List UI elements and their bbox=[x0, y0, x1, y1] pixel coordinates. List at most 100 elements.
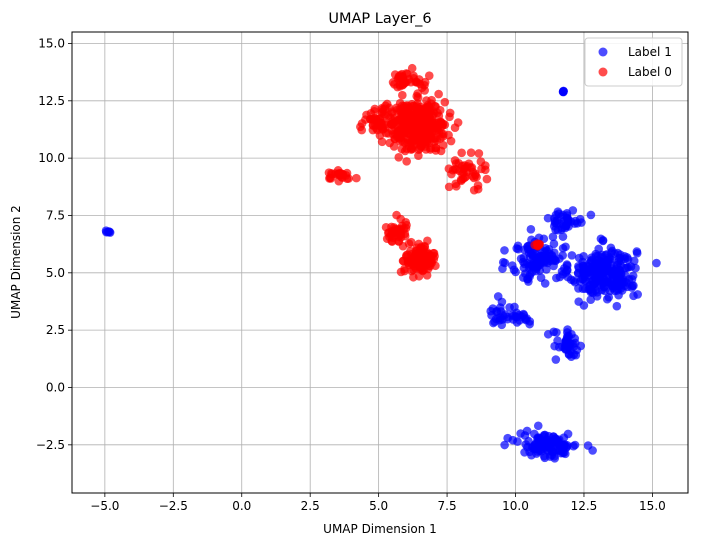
data-point bbox=[553, 225, 563, 235]
data-point bbox=[389, 228, 399, 237]
data-point bbox=[632, 248, 642, 258]
data-point bbox=[545, 249, 554, 259]
data-point bbox=[452, 182, 461, 191]
data-point bbox=[594, 244, 603, 254]
data-point bbox=[498, 264, 507, 273]
data-point bbox=[600, 275, 609, 285]
x-axis-ticks: −5.0 −2.5 0.0 2.5 5.0 7.5 10.0 12.5 15.0 bbox=[90, 493, 666, 513]
data-point bbox=[597, 253, 606, 262]
data-point bbox=[408, 113, 418, 123]
data-point bbox=[423, 124, 432, 134]
data-point bbox=[580, 276, 590, 286]
data-point bbox=[396, 214, 405, 224]
data-point bbox=[375, 131, 385, 140]
data-point bbox=[434, 111, 444, 121]
data-point bbox=[429, 248, 439, 258]
data-point bbox=[612, 301, 622, 311]
data-point bbox=[602, 294, 612, 304]
data-point bbox=[407, 249, 416, 259]
data-point bbox=[403, 128, 413, 138]
data-point bbox=[596, 234, 606, 244]
data-point bbox=[416, 255, 425, 265]
data-point bbox=[457, 148, 466, 158]
data-point bbox=[623, 282, 632, 292]
data-point bbox=[404, 257, 413, 266]
data-point bbox=[551, 355, 561, 364]
data-point bbox=[554, 446, 564, 455]
data-point bbox=[549, 239, 559, 249]
data-point bbox=[587, 287, 597, 296]
data-point bbox=[430, 101, 440, 111]
data-point bbox=[534, 240, 544, 249]
legend-box bbox=[584, 37, 683, 87]
data-point bbox=[407, 266, 416, 276]
x-tick-label: 10.0 bbox=[502, 499, 529, 513]
data-point bbox=[612, 270, 621, 280]
data-point bbox=[523, 274, 533, 284]
data-point bbox=[571, 350, 581, 360]
data-point bbox=[386, 120, 396, 129]
data-point bbox=[521, 440, 531, 449]
data-point bbox=[525, 252, 535, 261]
data-point bbox=[539, 432, 549, 441]
data-point bbox=[562, 328, 572, 337]
data-point bbox=[520, 259, 529, 269]
data-point bbox=[533, 421, 543, 431]
data-point bbox=[409, 73, 419, 83]
data-point bbox=[592, 273, 602, 282]
x-tick-label: 5.0 bbox=[369, 499, 388, 513]
data-point bbox=[567, 251, 577, 260]
data-point bbox=[394, 153, 404, 162]
data-point bbox=[564, 222, 573, 231]
data-point bbox=[566, 275, 576, 284]
data-point bbox=[496, 307, 506, 316]
data-point bbox=[352, 173, 361, 183]
data-point bbox=[407, 63, 417, 73]
data-point bbox=[548, 232, 558, 242]
legend-label-0: Label 0 bbox=[628, 65, 672, 79]
data-point bbox=[398, 113, 408, 122]
data-point bbox=[390, 134, 400, 144]
data-point bbox=[458, 174, 468, 184]
data-point bbox=[614, 257, 624, 266]
x-axis-label: UMAP Dimension 1 bbox=[323, 522, 437, 536]
data-point bbox=[520, 448, 529, 457]
data-point bbox=[555, 272, 565, 282]
data-point bbox=[406, 237, 416, 247]
data-point bbox=[414, 239, 424, 249]
data-point bbox=[412, 91, 422, 101]
data-point bbox=[536, 273, 546, 283]
data-point bbox=[438, 140, 448, 150]
data-point bbox=[420, 80, 429, 90]
data-point bbox=[450, 123, 460, 133]
data-point bbox=[344, 174, 353, 183]
data-point bbox=[624, 275, 634, 284]
data-point bbox=[326, 174, 336, 183]
data-point bbox=[583, 441, 593, 450]
data-point bbox=[512, 244, 522, 253]
x-tick-label: −2.5 bbox=[159, 499, 188, 513]
data-point bbox=[412, 101, 421, 111]
x-tick-label: −5.0 bbox=[90, 499, 119, 513]
data-point bbox=[395, 82, 405, 91]
data-point bbox=[561, 242, 570, 252]
legend-marker-label-0 bbox=[598, 67, 608, 77]
x-tick-label: 7.5 bbox=[438, 499, 457, 513]
data-point bbox=[361, 115, 370, 124]
legend: Label 1 Label 0 bbox=[584, 37, 683, 87]
data-point bbox=[400, 229, 410, 239]
data-point bbox=[526, 225, 536, 234]
data-point bbox=[579, 264, 589, 273]
data-point bbox=[378, 124, 388, 134]
data-point bbox=[558, 232, 568, 241]
data-point bbox=[622, 253, 632, 262]
plot-area-frame bbox=[71, 31, 689, 494]
data-point bbox=[611, 280, 620, 289]
data-point bbox=[462, 167, 472, 177]
data-point bbox=[104, 227, 114, 236]
data-point bbox=[400, 146, 410, 156]
data-point bbox=[482, 174, 492, 184]
data-point bbox=[543, 213, 553, 223]
data-point bbox=[561, 443, 571, 453]
data-point bbox=[559, 87, 568, 96]
